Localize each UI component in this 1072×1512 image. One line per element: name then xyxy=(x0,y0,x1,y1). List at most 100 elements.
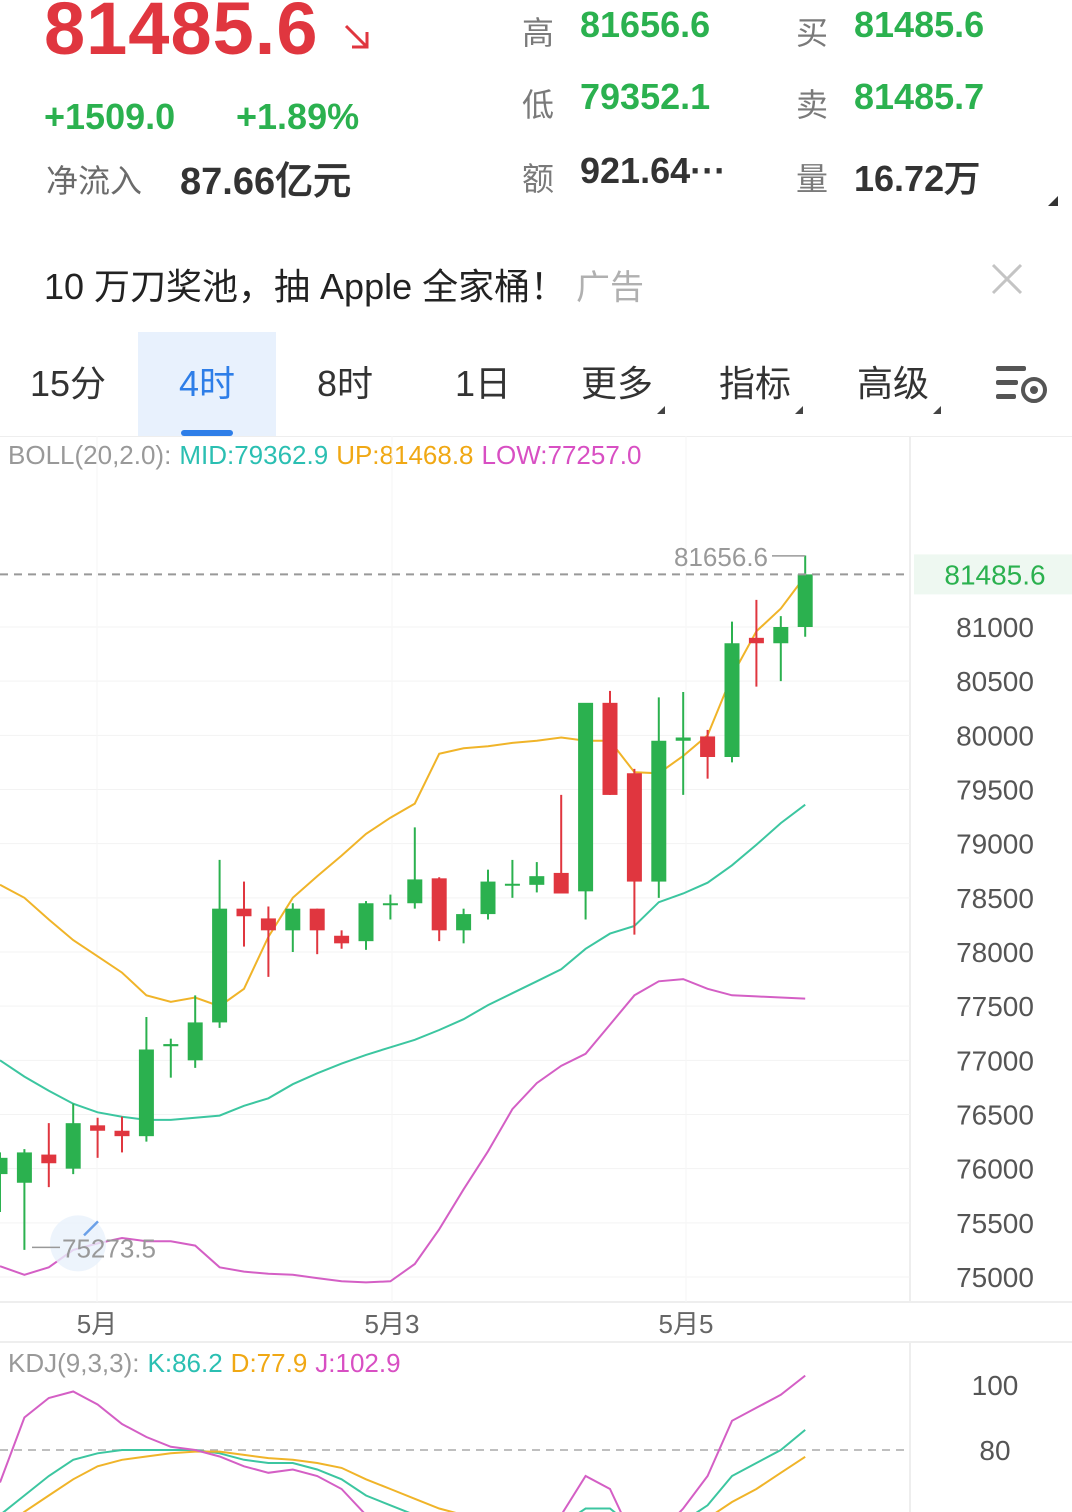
candle-body xyxy=(260,918,276,931)
candle-body xyxy=(748,637,764,644)
candle xyxy=(748,599,764,687)
close-icon[interactable] xyxy=(990,262,1024,296)
low-marker-halo xyxy=(50,1215,106,1272)
candle-body xyxy=(578,702,594,892)
candle-body xyxy=(724,643,740,757)
candle xyxy=(651,697,667,898)
candle-body xyxy=(65,1123,81,1169)
candle-body xyxy=(309,908,325,931)
x-tick-label: 5月 xyxy=(77,1309,117,1339)
tab-label: 4时 xyxy=(178,363,236,404)
y-tick-label: 77000 xyxy=(956,1045,1034,1076)
candle xyxy=(285,903,301,952)
y-tick-label: 76000 xyxy=(956,1154,1034,1185)
candle xyxy=(382,894,398,920)
candle xyxy=(529,862,545,893)
low-marker-arrow-icon xyxy=(83,1220,99,1237)
kdj-y-tick-label: 100 xyxy=(972,1370,1019,1401)
candle xyxy=(16,1149,32,1250)
candle-body xyxy=(675,737,691,741)
candle-body xyxy=(163,1044,179,1047)
tab-label: 指标 xyxy=(718,363,791,404)
low-value: 79352.1 xyxy=(580,76,711,117)
ad-banner-text[interactable]: 10 万刀奖池，抽 Apple 全家桶！ xyxy=(44,266,567,307)
high-value: 81656.6 xyxy=(580,4,711,45)
candle xyxy=(90,1117,106,1158)
x-tick-label: 5月5 xyxy=(659,1309,714,1339)
tab-label: 8时 xyxy=(316,363,374,404)
candle xyxy=(236,881,252,947)
tab-15m[interactable]: 15分 xyxy=(0,332,136,436)
candle xyxy=(0,1152,8,1212)
candle-body xyxy=(431,878,447,931)
candle xyxy=(480,869,496,920)
tab-label: 15分 xyxy=(29,363,107,404)
kdj-y-tick-label: 80 xyxy=(979,1435,1010,1466)
dropdown-triangle-icon xyxy=(795,406,803,414)
kdj-legend: KDJ(9,3,3): K:86.2 D:77.9 J:102.9 xyxy=(8,1348,409,1379)
candle-body xyxy=(285,908,301,931)
y-tick-label: 81000 xyxy=(956,612,1034,643)
candle-body xyxy=(504,883,520,886)
candle-body xyxy=(187,1022,203,1061)
y-tick-label: 80000 xyxy=(956,720,1034,751)
candle-body xyxy=(626,773,642,882)
boll-low: LOW:77257.0 xyxy=(481,440,642,470)
low-label: 低 xyxy=(522,87,555,123)
candlestick-chart[interactable]: 81000 80500 80000 79500 79000 78500 78000 77500… xyxy=(0,436,1072,1512)
candle-body xyxy=(236,908,252,917)
dropdown-triangle-icon xyxy=(933,406,941,414)
volume-value: 16.72万 xyxy=(854,158,981,199)
candle xyxy=(456,908,472,944)
volume-label: 量 xyxy=(796,161,829,197)
net-inflow-value: 87.66亿元 xyxy=(180,161,352,203)
candle xyxy=(700,729,716,779)
candle xyxy=(138,1017,154,1142)
candle-body xyxy=(797,574,813,627)
kdj-k: K:86.2 xyxy=(147,1348,223,1378)
tab-indicators[interactable]: 指标 xyxy=(694,332,828,436)
kdj-j: J:102.9 xyxy=(315,1348,401,1378)
tab-8h[interactable]: 8时 xyxy=(276,332,414,436)
candle xyxy=(578,702,594,920)
boll-prefix: BOLL(20,2.0): xyxy=(8,440,172,470)
candle-body xyxy=(90,1125,106,1131)
y-tick-label: 78000 xyxy=(956,937,1034,968)
tab-4h[interactable]: 4时 xyxy=(138,332,276,436)
boll-up: UP:81468.8 xyxy=(336,440,474,470)
kdj-k-line xyxy=(2,1429,806,1512)
tab-advanced[interactable]: 高级 xyxy=(832,332,966,436)
kdj-prefix: KDJ(9,3,3): xyxy=(8,1348,140,1378)
bid-label: 买 xyxy=(796,15,829,51)
candle-body xyxy=(41,1154,57,1164)
candle-body xyxy=(0,1157,8,1175)
candle xyxy=(41,1123,57,1188)
chart-settings-icon[interactable] xyxy=(996,364,1048,404)
ask-label: 卖 xyxy=(796,87,829,123)
candle xyxy=(187,995,203,1068)
candle xyxy=(65,1103,81,1175)
low-marker-label: 75273.5 xyxy=(62,1233,156,1263)
candle-body xyxy=(138,1049,154,1137)
y-tick-label: 76500 xyxy=(956,1100,1034,1131)
candle xyxy=(431,877,447,942)
candle xyxy=(163,1038,179,1078)
candle-body xyxy=(651,740,667,882)
tab-1d[interactable]: 1日 xyxy=(414,332,552,436)
candle xyxy=(724,621,740,763)
ad-tag: 广告 xyxy=(576,269,644,307)
candle-body xyxy=(553,872,569,894)
candle-body xyxy=(212,908,228,1023)
last-price-axis-label: 81485.6 xyxy=(944,559,1045,590)
down-arrow-icon xyxy=(344,24,369,49)
tab-label: 更多 xyxy=(580,363,653,404)
candle xyxy=(334,930,350,949)
candle-body xyxy=(16,1152,32,1183)
expand-stats-icon[interactable] xyxy=(1048,196,1058,206)
boll-upper-line xyxy=(0,575,806,1008)
kdj-d-line xyxy=(22,1450,806,1512)
candle xyxy=(553,794,569,894)
candle-body xyxy=(602,702,618,795)
tab-more[interactable]: 更多 xyxy=(556,332,690,436)
y-tick-label: 77500 xyxy=(956,991,1034,1022)
